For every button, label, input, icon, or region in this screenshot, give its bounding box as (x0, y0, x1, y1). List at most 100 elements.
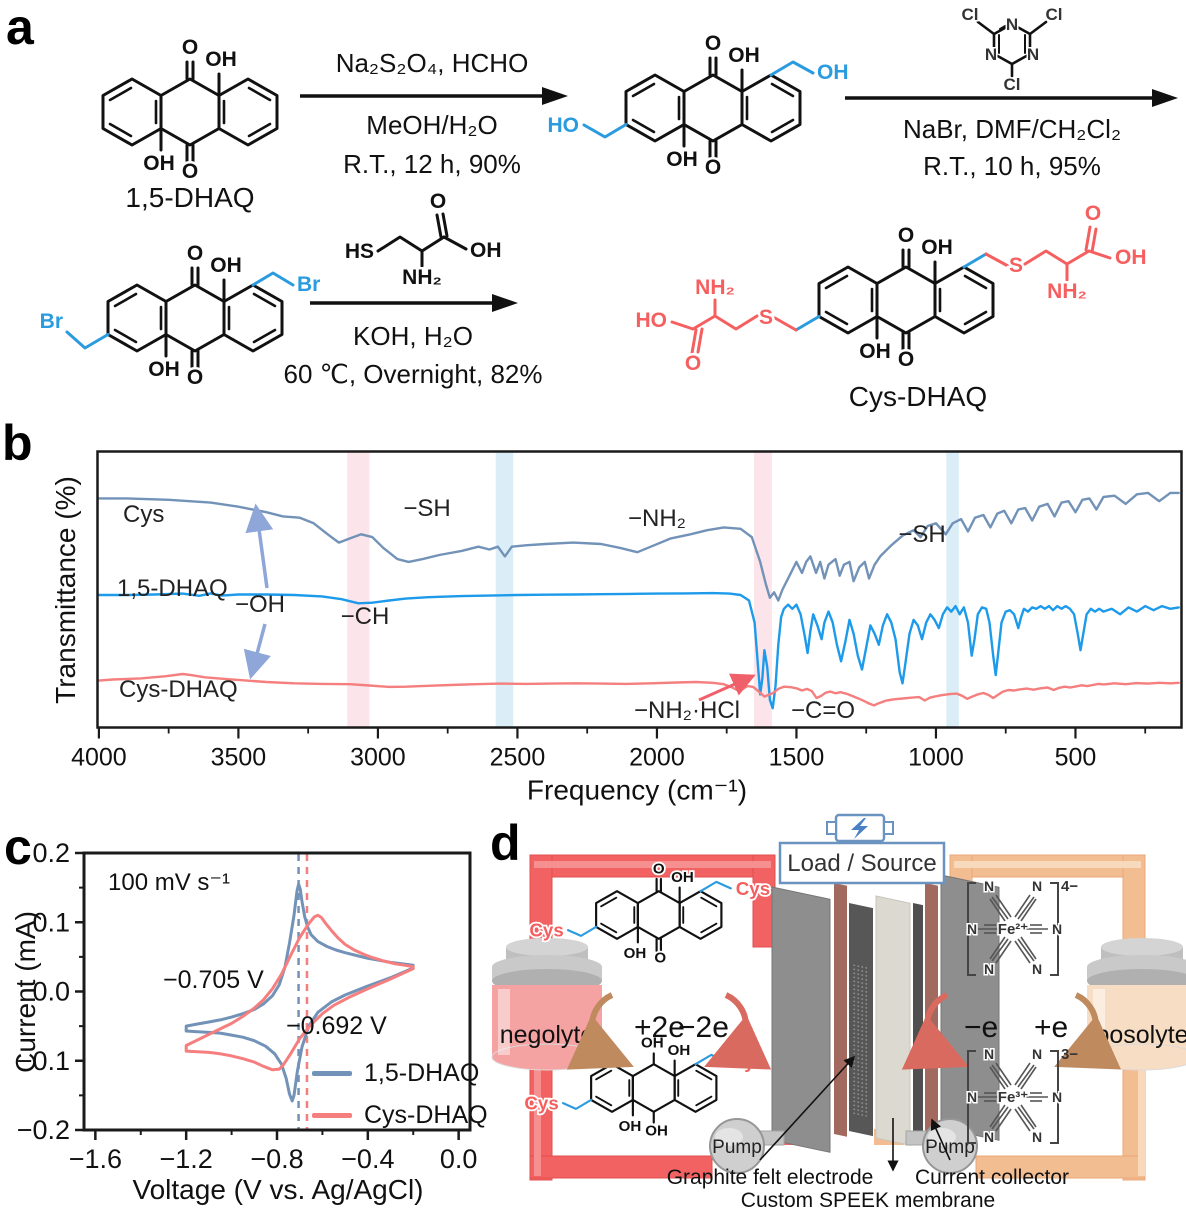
posolyte-pipes (874, 854, 1146, 1181)
graphite-felt-label: Graphite felt electrode (667, 1166, 874, 1189)
charge-label: 4− (1061, 878, 1078, 895)
atom-oh: OH (859, 340, 891, 363)
highlight-band (495, 451, 514, 728)
atom-o: O (187, 242, 203, 265)
end-plate-left (771, 886, 831, 1153)
current-collector-label: Current collector (915, 1166, 1069, 1189)
cv-potential-2: −0.692 V (286, 1012, 387, 1040)
atom-oh: OH (619, 1118, 642, 1135)
atom-n: N (1032, 878, 1042, 894)
cys-label: Cys (524, 1093, 558, 1114)
speek-membrane-label: Custom SPEEK membrane (741, 1189, 995, 1211)
lightning-bolt-icon (851, 818, 868, 839)
speek-membrane (875, 895, 911, 1146)
highlight-band (347, 451, 370, 728)
atom-nh2: NH₂ (695, 276, 735, 299)
pump-left: Pump (709, 1118, 785, 1174)
negolyte-pipes (529, 854, 806, 1181)
molecule-cysdhaq-oxidized: O OH OH O Cys Cys (528, 858, 772, 968)
atom-oh: OH (817, 61, 849, 84)
ftir-annotation-sh-1: −SH (403, 495, 450, 522)
x-tick-label: 0.0 (440, 1144, 478, 1174)
reaction-arrow-1 (300, 87, 568, 105)
step2-conditions: R.T., 10 h, 95% (923, 151, 1101, 181)
atom-cl: Cl (962, 5, 979, 24)
atom-cl: Cl (1046, 5, 1063, 24)
structure-15dhaq: O OH OH O (103, 34, 277, 186)
atom-ho: HO (636, 309, 668, 332)
x-tick-label: 3500 (211, 744, 267, 772)
atom-oh: OH (921, 236, 953, 259)
atom-n: N (967, 1089, 977, 1105)
cv-scan-rate: 100 mV s⁻¹ (108, 869, 231, 896)
negolyte-tank: negolyte (491, 938, 603, 1071)
panel-label-d: d (490, 815, 521, 871)
ftir-curve-Cys-DHAQ (97, 672, 1180, 707)
atom-oh: OH (666, 148, 698, 171)
atom-oh: OH (668, 1042, 691, 1059)
load-source-box (778, 841, 946, 885)
ftir-annotation-oh: −OH (235, 591, 285, 618)
atom-n: N (1032, 1129, 1042, 1145)
x-tick-label: 2000 (629, 744, 685, 772)
step1-solvent: MeOH/H₂O (366, 110, 497, 140)
graphite-felt-right (913, 903, 923, 1134)
ftir-y-axis-title: Transmittance (%) (50, 476, 81, 704)
atom-oh: OH (1115, 246, 1147, 269)
y-tick-label: 0.1 (32, 907, 70, 937)
oh-arrow-down (243, 623, 271, 680)
nh2hcl-arrow (698, 673, 756, 702)
minus2e-label: −2e (678, 1011, 729, 1044)
atom-o: O (653, 860, 665, 877)
legend-item-15dhaq: 1,5-DHAQ (312, 1052, 488, 1094)
x-tick-label: 4000 (71, 744, 127, 772)
atom-n: N (1052, 1089, 1062, 1105)
cys-label: Cys (736, 878, 770, 899)
atom-o: O (187, 366, 203, 389)
atom-n: N (985, 45, 997, 64)
atom-o: O (430, 190, 446, 213)
x-tick-label: −0.8 (250, 1144, 303, 1174)
molecule-cysdhaq-reduced: OH OH OH OH Cys Cys (523, 1033, 767, 1141)
x-tick-label: 2500 (490, 744, 546, 772)
atom-n: N (984, 1129, 994, 1145)
y-tick-label: −0.2 (17, 1115, 70, 1145)
atom-s: S (1009, 254, 1023, 277)
ftir-annotation-sh-2: −SH (898, 521, 945, 548)
posolyte-tank: posolyte (1086, 938, 1186, 1071)
step2-reagents: NaBr, DMF/CH₂Cl₂ (903, 114, 1121, 144)
atom-oh: OH (728, 44, 760, 67)
x-tick-label: −1.2 (160, 1144, 213, 1174)
atom-o: O (1085, 202, 1101, 225)
atom-o: O (182, 160, 198, 183)
atom-oh: OH (641, 1035, 664, 1052)
structure-dhaq-diol: O OH OH O HO OH (545, 30, 851, 182)
highlight-band (946, 451, 959, 728)
atom-o: O (898, 224, 914, 247)
flow-cell-schematic: Load / Source negolyte posolyte (491, 813, 1186, 1211)
atom-n: N (984, 1046, 994, 1062)
atom-cl: Cl (1004, 75, 1021, 94)
atom-oh: OH (645, 1123, 668, 1140)
atom-br: Br (40, 310, 63, 333)
charge-label: 3− (1061, 1046, 1078, 1063)
cv-potential-1: −0.705 V (163, 966, 264, 994)
cv-chart: −1.6 −1.2 −0.8 −0.4 0.0 0.2 0.1 0.0 −0.1 −0.2 (17, 838, 478, 1174)
atom-n: N (1032, 961, 1042, 977)
reaction-arrow-2 (845, 89, 1178, 107)
oh-arrow-up (245, 503, 274, 589)
atom-nh2: NH₂ (1047, 280, 1087, 303)
plus-e-label: +e (1034, 1011, 1068, 1044)
panel-label-c: c (4, 819, 32, 875)
atom-nh2: NH₂ (402, 266, 442, 289)
y-tick-label: −0.1 (17, 1046, 70, 1076)
negolyte-label: negolyte (500, 1021, 595, 1049)
atom-s: S (759, 306, 773, 329)
ftir-annotation-co: −C=O (791, 697, 855, 724)
ferrocyanide-complex: 4− Fe²⁺ N N N N N N (966, 877, 1079, 979)
panel-label-b: b (2, 415, 33, 471)
pump-left-label: Pump (712, 1137, 762, 1158)
pump-right-label: Pump (925, 1137, 975, 1158)
structure-triazine: N N N Cl Cl Cl (960, 4, 1064, 96)
